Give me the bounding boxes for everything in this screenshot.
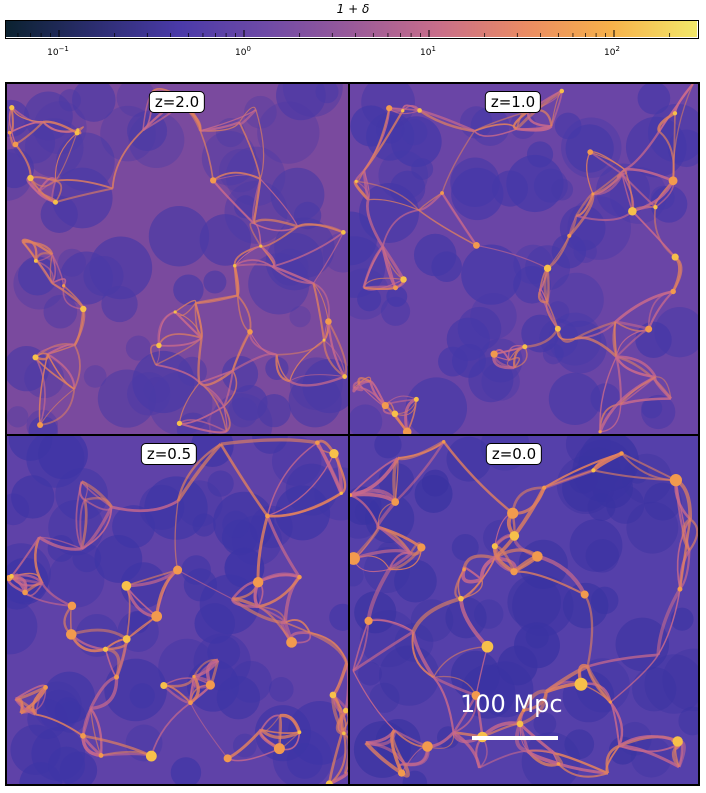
density-field-image: [7, 436, 348, 784]
colorbar-title: 1 + δ: [336, 2, 370, 16]
redshift-label: z=2.0: [148, 91, 206, 113]
colorbar-tick-label-2: 101: [420, 45, 436, 58]
scale-bar-label: 100 Mpc: [460, 690, 563, 718]
scale-bar: [472, 736, 558, 740]
colorbar: [5, 20, 699, 39]
panel-grid: z=2.0 z=1.0 z=0.5 z=0.0 100 Mpc: [5, 82, 700, 786]
panel-z-0: z=0.0 100 Mpc: [350, 436, 698, 784]
density-field-image: [350, 84, 698, 434]
panel-z-1: z=1.0: [350, 84, 698, 434]
colorbar-tick-label-0: 10−1: [47, 45, 69, 58]
density-field-image: [7, 84, 348, 434]
panel-z-0-5: z=0.5: [7, 436, 348, 784]
colorbar-tick-label-1: 100: [235, 45, 251, 58]
redshift-label: z=0.5: [140, 443, 198, 465]
colorbar-gradient: [6, 21, 697, 37]
colorbar-tick-label-3: 102: [604, 45, 620, 58]
redshift-label: z=0.0: [485, 443, 543, 465]
redshift-label: z=1.0: [484, 91, 542, 113]
density-field-image: [350, 436, 698, 784]
panel-z-2: z=2.0: [7, 84, 348, 434]
